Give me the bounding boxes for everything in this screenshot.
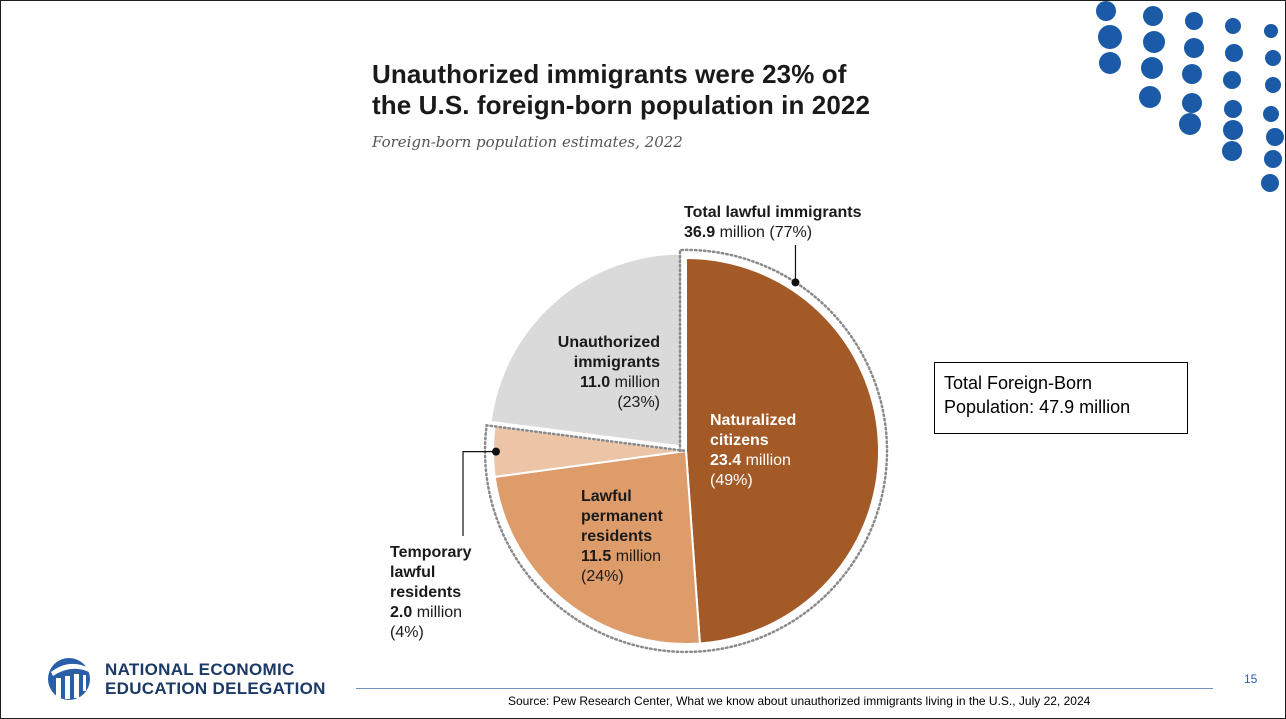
callout-line-2: Population: 47.9 million xyxy=(944,397,1131,417)
slice-name-line: immigrants xyxy=(573,354,660,371)
total-lawful-label: Total lawful immigrants 36.9 million (77… xyxy=(684,203,862,243)
decorative-dot xyxy=(1141,57,1163,79)
slice-name-line: residents xyxy=(390,584,462,601)
temporary-leader-line xyxy=(462,451,497,536)
slice-value-number: 11.0 xyxy=(579,374,611,391)
decorative-dot xyxy=(1263,106,1279,122)
slice-name-line: Naturalized xyxy=(710,412,797,429)
total-lawful-title: Total lawful immigrants xyxy=(684,204,862,221)
temporary-leader-dot xyxy=(492,447,501,456)
decorative-dot xyxy=(1182,93,1202,113)
decorative-dot xyxy=(1264,24,1278,38)
slice-value: 11.5 million xyxy=(581,547,663,567)
decorative-dot xyxy=(1265,77,1281,93)
org-name-line-2: EDUCATION DELEGATION xyxy=(105,679,326,698)
slice-name-line: permanent xyxy=(581,508,663,525)
total-lawful-value-unit: million (77%) xyxy=(719,224,813,241)
org-logo: NATIONAL ECONOMIC EDUCATION DELEGATION xyxy=(45,656,345,706)
slice-label-naturalized: Naturalized citizens 23.4 million (49%) xyxy=(710,411,796,491)
source-citation: Source: Pew Research Center, What we kno… xyxy=(508,694,1091,708)
slice-name-line: residents xyxy=(581,528,653,545)
slice-value-unit: million xyxy=(614,374,660,391)
slice-name-line: Unauthorized xyxy=(557,334,660,351)
slice-percent: (24%) xyxy=(581,568,624,585)
slice-name-line: lawful xyxy=(390,564,436,581)
decorative-dot xyxy=(1184,38,1204,58)
total-lawful-value-number: 36.9 xyxy=(684,224,716,241)
decorative-dot xyxy=(1098,25,1122,49)
slice-value-number: 11.5 xyxy=(581,548,612,565)
decorative-dot xyxy=(1224,100,1242,118)
slice-value-number: 23.4 xyxy=(710,452,742,469)
slice-value-unit: million xyxy=(615,548,662,565)
columns-emblem-icon xyxy=(48,658,90,700)
chart-title: Unauthorized immigrants were 23% of the … xyxy=(372,59,870,121)
slice-value: 11.0 million xyxy=(526,373,660,393)
decorative-dots-graphic xyxy=(1096,1,1284,192)
decorative-dot xyxy=(1139,86,1161,108)
decorative-dot xyxy=(1265,50,1281,66)
decorative-dot xyxy=(1223,71,1241,89)
total-lawful-value: 36.9 million (77%) xyxy=(684,223,862,243)
callout-line-1: Total Foreign-Born xyxy=(944,373,1093,393)
slice-value-number: 2.0 xyxy=(390,604,413,621)
decorative-dot xyxy=(1222,141,1242,161)
slice-percent: (49%) xyxy=(710,472,753,489)
decorative-dot xyxy=(1099,52,1121,74)
slice-naturalized-citizens xyxy=(685,256,880,645)
decorative-dot xyxy=(1261,174,1279,192)
slice-name-line: citizens xyxy=(710,432,769,449)
decorative-dot xyxy=(1179,113,1201,135)
decorative-dot xyxy=(1264,150,1282,168)
decorative-dot xyxy=(1266,128,1284,146)
slice-value: 23.4 million xyxy=(710,451,796,471)
slice-label-unauthorized: Unauthorized immigrants 11.0 million (23… xyxy=(526,333,660,413)
slice-value: 2.0 million xyxy=(390,603,472,623)
lawful-group-outline xyxy=(483,248,889,654)
page-number: 15 xyxy=(1244,672,1258,686)
decorative-dot xyxy=(1185,12,1203,30)
org-name-line-1: NATIONAL ECONOMIC xyxy=(105,660,295,679)
slice-lawful-permanent-residents xyxy=(493,449,701,645)
slice-name-line: Temporary xyxy=(390,544,472,561)
decorative-dot xyxy=(1143,31,1165,53)
decorative-dot xyxy=(1182,64,1202,84)
decorative-dot xyxy=(1143,6,1163,26)
slice-value-unit: million xyxy=(416,604,463,621)
decorative-dot xyxy=(1225,18,1241,34)
decorative-dot xyxy=(1225,44,1243,62)
footer-divider xyxy=(356,688,1213,689)
slice-percent: (23%) xyxy=(617,394,660,411)
slice-label-lawful-permanent: Lawful permanent residents 11.5 million … xyxy=(581,487,663,587)
slice-value-unit: million xyxy=(745,452,791,469)
decorative-dot xyxy=(1096,1,1116,21)
slice-unauthorized-immigrants xyxy=(489,252,684,448)
decorative-dot xyxy=(1223,120,1243,140)
slice-name-line: Lawful xyxy=(581,488,632,505)
chart-title-line-1: Unauthorized immigrants were 23% of xyxy=(372,59,847,89)
chart-subtitle: Foreign-born population estimates, 2022 xyxy=(372,133,683,151)
slice-percent: (4%) xyxy=(390,624,424,641)
total-population-callout: Total Foreign-Born Population: 47.9 mill… xyxy=(934,362,1188,434)
chart-title-line-2: the U.S. foreign-born population in 2022 xyxy=(372,90,871,120)
slice-label-temporary: Temporary lawful residents 2.0 million (… xyxy=(390,543,472,643)
org-name: NATIONAL ECONOMIC EDUCATION DELEGATION xyxy=(105,660,326,698)
total-lawful-leader-dot xyxy=(791,278,800,287)
